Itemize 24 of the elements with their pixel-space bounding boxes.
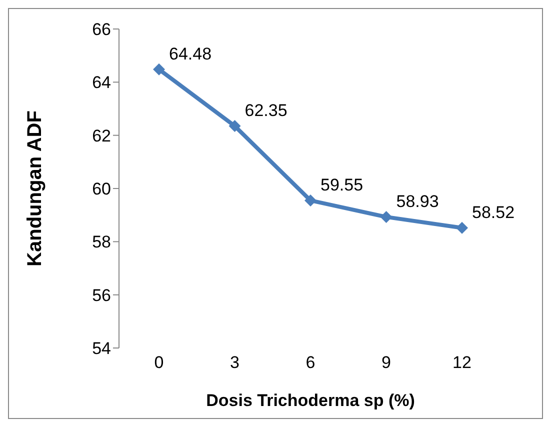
point — [153, 63, 165, 76]
data-label: 58.52 — [472, 202, 515, 222]
data-label: 58.93 — [396, 192, 439, 211]
point — [228, 120, 241, 132]
x-tick-label: 0 — [154, 353, 164, 372]
point — [456, 222, 468, 234]
x-tick-label: 12 — [452, 353, 472, 372]
data-label: 62.35 — [244, 101, 288, 120]
data-label: 64.48 — [169, 44, 212, 64]
y-tick-label: 62 — [92, 126, 111, 146]
y-axis-title: Kandungan ADF — [24, 110, 46, 266]
x-axis-title: Dosis Trichoderma sp (%) — [206, 391, 415, 410]
y-tick-label: 64 — [92, 73, 111, 92]
y-tick-label: 54 — [92, 339, 111, 358]
y-tick-label: 56 — [92, 286, 111, 305]
point — [380, 210, 392, 223]
y-tick-label: 58 — [92, 232, 111, 252]
point — [304, 194, 316, 206]
y-tick-label: 60 — [92, 180, 111, 199]
y-tick-label: 66 — [92, 20, 111, 40]
x-tick-label: 3 — [230, 353, 240, 372]
x-tick-label: 9 — [382, 353, 391, 372]
x-tick-label: 6 — [306, 353, 316, 372]
data-label: 59.55 — [320, 175, 364, 194]
